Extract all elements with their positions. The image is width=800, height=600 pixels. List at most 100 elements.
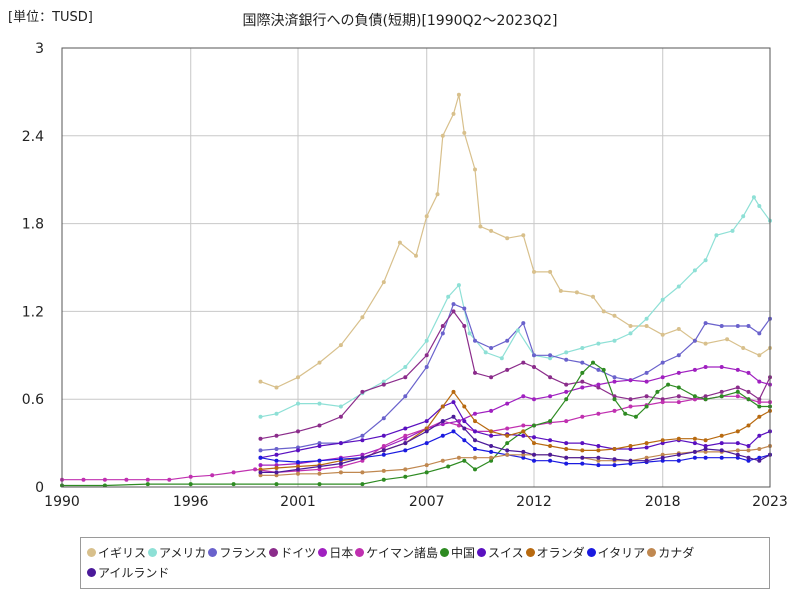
data-point	[462, 426, 467, 431]
data-point	[440, 404, 445, 409]
data-point	[660, 452, 665, 457]
data-point	[580, 360, 585, 365]
data-point	[440, 324, 445, 328]
legend-marker-icon	[87, 567, 96, 577]
data-point	[505, 433, 510, 438]
data-point	[467, 331, 472, 336]
legend-label: イギリス	[98, 545, 147, 560]
data-point	[612, 313, 617, 318]
series-points	[60, 92, 772, 488]
data-point	[735, 385, 740, 390]
data-point	[317, 401, 322, 406]
data-point	[317, 458, 322, 463]
data-point	[735, 455, 740, 460]
data-point	[451, 400, 456, 405]
legend-label: アメリカ	[159, 545, 207, 560]
data-point	[746, 370, 751, 375]
legend-label: アイルランド	[98, 565, 170, 580]
data-point	[735, 389, 740, 394]
data-point	[644, 394, 649, 399]
data-point	[741, 214, 746, 219]
data-point	[628, 397, 633, 402]
data-point	[548, 444, 553, 448]
data-point	[746, 324, 751, 328]
data-point	[676, 327, 681, 331]
data-point	[660, 455, 665, 460]
data-point	[548, 356, 553, 361]
x-tick-label: 2012	[516, 494, 552, 510]
data-point	[676, 284, 681, 289]
data-point	[660, 297, 665, 302]
data-point	[451, 111, 456, 116]
data-point	[360, 482, 365, 487]
data-point	[596, 458, 601, 463]
data-point	[730, 228, 735, 233]
data-point	[564, 441, 569, 446]
data-point	[580, 461, 585, 466]
legend-marker-icon	[477, 547, 486, 557]
data-point	[462, 419, 467, 424]
data-point	[414, 253, 418, 258]
data-point	[446, 464, 451, 469]
data-point	[521, 455, 526, 460]
data-point	[703, 438, 708, 443]
data-point	[660, 458, 665, 463]
data-point	[692, 436, 697, 441]
legend-item: 日本	[318, 542, 353, 562]
y-axis-unit-label: [単位：TUSD]	[8, 10, 93, 25]
y-tick-label: 1.2	[22, 304, 44, 320]
data-point	[612, 394, 617, 399]
data-point	[338, 464, 343, 469]
data-point	[580, 455, 585, 460]
data-point	[612, 375, 617, 380]
data-point	[757, 397, 762, 402]
data-point	[580, 414, 585, 419]
data-point	[505, 448, 510, 453]
data-point	[660, 438, 665, 443]
legend-marker-icon	[525, 547, 535, 557]
data-point	[676, 394, 681, 399]
data-point	[676, 436, 681, 441]
data-point	[596, 448, 601, 453]
data-point	[596, 411, 601, 416]
data-point	[296, 445, 300, 450]
data-point	[462, 306, 467, 311]
data-point	[660, 397, 665, 402]
data-point	[515, 328, 520, 333]
data-point	[703, 447, 708, 451]
data-point	[440, 133, 445, 138]
data-point	[381, 280, 386, 285]
data-point	[489, 433, 494, 438]
data-point	[644, 441, 649, 446]
data-point	[719, 433, 724, 438]
data-point	[188, 474, 193, 479]
data-point	[258, 379, 263, 384]
series-lines	[62, 94, 771, 487]
data-point	[596, 455, 601, 460]
legend-label: ケイマン諸島	[366, 545, 438, 560]
data-point	[580, 346, 585, 350]
data-point	[456, 92, 461, 97]
data-point	[703, 397, 708, 402]
data-point	[505, 338, 510, 343]
data-point	[473, 455, 477, 460]
data-point	[456, 419, 461, 424]
data-point	[473, 447, 477, 451]
legend-item: カナダ	[647, 542, 694, 562]
data-point	[757, 204, 762, 208]
data-point	[338, 461, 343, 466]
data-point	[483, 350, 488, 355]
data-point	[403, 365, 408, 369]
data-point	[317, 467, 322, 472]
data-point	[532, 458, 536, 463]
data-point	[564, 382, 569, 387]
data-point	[612, 463, 617, 468]
data-point	[757, 455, 762, 460]
data-point	[274, 458, 279, 463]
data-point	[338, 414, 343, 419]
data-point	[676, 458, 681, 463]
data-point	[145, 477, 150, 482]
y-tick-label: 0	[35, 480, 44, 496]
y-tick-label: 2.4	[22, 129, 44, 145]
data-point	[676, 353, 681, 358]
